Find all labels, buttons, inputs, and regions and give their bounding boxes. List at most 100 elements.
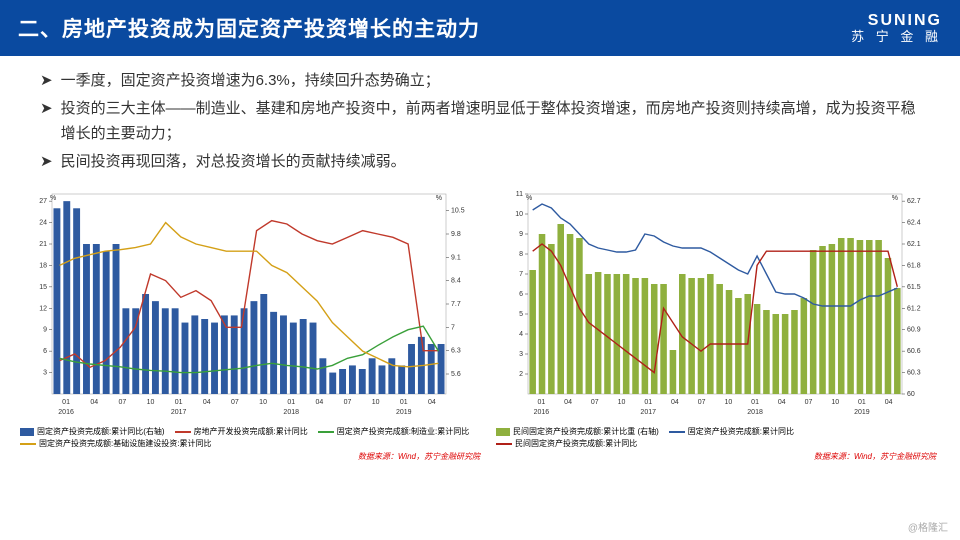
svg-text:01: 01 (175, 399, 183, 406)
svg-text:04: 04 (778, 399, 786, 406)
svg-text:5.6: 5.6 (451, 371, 461, 378)
svg-text:2017: 2017 (640, 409, 656, 416)
svg-text:%: % (436, 195, 442, 202)
watermark: @格隆汇 (908, 519, 948, 534)
legend-item: 固定资产投资完成额:累计同比 (669, 426, 794, 437)
legend-item: 固定资产投资完成额:基础设施建设投资:累计同比 (20, 438, 211, 449)
bullet-item: ➤投资的三大主体——制造业、基建和房地产投资中，前两者增速明显低于整体投资增速，… (40, 96, 920, 147)
svg-text:61.5: 61.5 (907, 284, 921, 291)
svg-text:9: 9 (519, 231, 523, 238)
svg-text:60.6: 60.6 (907, 348, 921, 355)
svg-text:6: 6 (519, 291, 523, 298)
svg-text:2017: 2017 (171, 409, 187, 416)
svg-text:07: 07 (805, 399, 813, 406)
svg-text:3: 3 (43, 370, 47, 377)
svg-text:10: 10 (515, 211, 523, 218)
svg-text:62.7: 62.7 (907, 198, 921, 205)
svg-text:07: 07 (118, 399, 126, 406)
chart-right-legend: 民间固定资产投资完成额:累计比重 (右轴) 固定资产投资完成额:累计同比民间固定资… (496, 426, 936, 450)
svg-text:2019: 2019 (854, 409, 870, 416)
brand-cn: 苏 宁 金 融 (851, 30, 942, 44)
svg-text:5: 5 (519, 311, 523, 318)
svg-text:7: 7 (519, 271, 523, 278)
svg-text:07: 07 (231, 399, 239, 406)
svg-text:7.7: 7.7 (451, 301, 461, 308)
svg-text:01: 01 (400, 399, 408, 406)
svg-text:%: % (892, 195, 898, 202)
chart-left-source: 数据来源：Wind，苏宁金融研究院 (20, 451, 480, 462)
svg-text:24: 24 (39, 220, 47, 227)
svg-text:60.9: 60.9 (907, 327, 921, 334)
svg-text:6.3: 6.3 (451, 348, 461, 355)
svg-text:62.1: 62.1 (907, 241, 921, 248)
svg-text:7: 7 (451, 324, 455, 331)
brand-block: SUNING 苏 宁 金 融 (851, 12, 942, 44)
svg-text:10: 10 (831, 399, 839, 406)
legend-item: 民间固定资产投资完成额:累计比重 (右轴) (496, 426, 659, 437)
svg-text:10: 10 (372, 399, 380, 406)
svg-text:10: 10 (618, 399, 626, 406)
svg-text:04: 04 (885, 399, 893, 406)
svg-text:10: 10 (259, 399, 267, 406)
svg-text:2019: 2019 (396, 409, 412, 416)
bullet-item: ➤一季度，固定资产投资增速为6.3%，持续回升态势确立； (40, 68, 920, 94)
svg-text:01: 01 (287, 399, 295, 406)
chart-left-legend: 固定资产投资完成额:累计同比(右轴) 房地产开发投资完成额:累计同比固定资产投资完… (20, 426, 480, 450)
svg-text:01: 01 (537, 399, 545, 406)
svg-text:07: 07 (591, 399, 599, 406)
svg-text:11: 11 (516, 191, 523, 198)
svg-text:60: 60 (907, 391, 915, 398)
svg-text:10.5: 10.5 (451, 208, 465, 215)
svg-text:8: 8 (519, 251, 523, 258)
slide-title: 二、房地产投资成为固定资产投资增长的主动力 (18, 13, 480, 43)
svg-text:2018: 2018 (747, 409, 763, 416)
svg-text:04: 04 (203, 399, 211, 406)
svg-text:3: 3 (519, 351, 523, 358)
legend-item: 房地产开发投资完成额:累计同比 (175, 426, 308, 437)
svg-text:04: 04 (90, 399, 98, 406)
svg-text:27: 27 (39, 198, 47, 205)
svg-text:18: 18 (39, 262, 47, 269)
svg-text:04: 04 (671, 399, 679, 406)
chart-right: 2 3 4 5 6 7 8 9 10 11% 60 60.3 60.6 60.9 61.2 61.5 61.8 6… (496, 184, 936, 462)
svg-text:4: 4 (519, 331, 523, 338)
svg-text:04: 04 (428, 399, 436, 406)
legend-item: 固定资产投资完成额:制造业:累计同比 (318, 426, 469, 437)
brand-en: SUNING (851, 12, 942, 30)
legend-item: 固定资产投资完成额:累计同比(右轴) (20, 426, 165, 437)
svg-text:9.8: 9.8 (451, 231, 461, 238)
svg-text:9.1: 9.1 (451, 254, 461, 261)
svg-text:01: 01 (858, 399, 866, 406)
svg-text:%: % (526, 195, 532, 202)
svg-text:9: 9 (43, 327, 47, 334)
svg-text:10: 10 (147, 399, 155, 406)
svg-text:60.3: 60.3 (907, 370, 921, 377)
svg-text:01: 01 (751, 399, 759, 406)
svg-text:61.8: 61.8 (907, 262, 921, 269)
svg-text:8.4: 8.4 (451, 278, 461, 285)
bullet-item: ➤民间投资再现回落，对总投资增长的贡献持续减弱。 (40, 149, 920, 175)
chart-right-source: 数据来源：Wind，苏宁金融研究院 (496, 451, 936, 462)
chart-left: 3 6 9 12 15 18 21 24 27% 5.6 6.3 7 7.7 8.4 9.1 9.8 10.5%… (20, 184, 480, 462)
svg-text:6: 6 (43, 348, 47, 355)
svg-text:%: % (50, 195, 56, 202)
svg-text:15: 15 (39, 284, 47, 291)
charts-row: 369121518212427%5.66.377.78.49.19.810.5%… (0, 184, 960, 462)
svg-text:12: 12 (39, 305, 47, 312)
svg-text:04: 04 (564, 399, 572, 406)
svg-text:07: 07 (698, 399, 706, 406)
svg-text:2: 2 (519, 371, 523, 378)
svg-text:07: 07 (344, 399, 352, 406)
legend-item: 民间固定资产投资完成额:累计同比 (496, 438, 637, 449)
svg-text:10: 10 (724, 399, 732, 406)
svg-text:2016: 2016 (534, 409, 550, 416)
svg-text:62.4: 62.4 (907, 220, 921, 227)
slide-header: 二、房地产投资成为固定资产投资增长的主动力 SUNING 苏 宁 金 融 (0, 0, 960, 56)
svg-text:01: 01 (644, 399, 652, 406)
svg-text:61.2: 61.2 (907, 305, 921, 312)
svg-text:2018: 2018 (283, 409, 299, 416)
svg-text:21: 21 (39, 241, 47, 248)
svg-text:2016: 2016 (58, 409, 74, 416)
svg-text:01: 01 (62, 399, 70, 406)
bullet-list: ➤一季度，固定资产投资增速为6.3%，持续回升态势确立；➤投资的三大主体——制造… (0, 56, 960, 184)
